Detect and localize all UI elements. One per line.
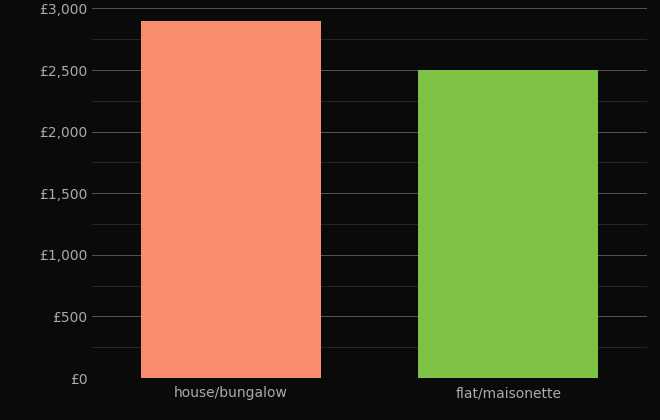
Bar bbox=[418, 70, 599, 378]
Bar bbox=[141, 21, 321, 378]
